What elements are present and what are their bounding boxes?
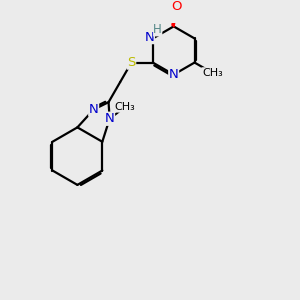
Text: H: H [153, 23, 162, 36]
Text: N: N [169, 68, 178, 81]
Text: CH₃: CH₃ [114, 102, 135, 112]
Text: CH₃: CH₃ [202, 68, 223, 78]
Text: S: S [127, 56, 136, 69]
Text: N: N [89, 103, 99, 116]
Text: N: N [105, 112, 115, 125]
Text: O: O [172, 0, 182, 13]
Text: N: N [145, 31, 154, 44]
